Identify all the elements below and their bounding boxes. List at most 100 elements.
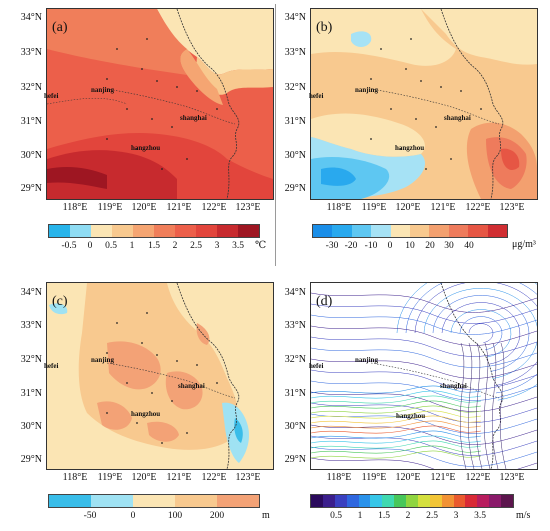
- station-dot: [171, 126, 173, 128]
- station-dot: [420, 80, 422, 82]
- streamline: [311, 410, 482, 419]
- colorbar-segment: [133, 495, 175, 507]
- city-label-nanjing: nanjing: [91, 356, 114, 364]
- streamline: [468, 323, 494, 343]
- city-label-shanghai: shanghai: [178, 382, 205, 390]
- lon-label-119: 119°E: [97, 472, 123, 483]
- streamline: [311, 415, 482, 424]
- colorbar-d-tick: 0.5: [330, 511, 342, 521]
- streamline: [311, 425, 482, 434]
- station-dot: [106, 412, 108, 414]
- colorbar-segment: [501, 495, 513, 507]
- station-dot: [480, 108, 482, 110]
- panel-a-label: (a): [52, 20, 68, 35]
- map-c-frame: [46, 282, 274, 470]
- lat-label-34: 34°N: [20, 12, 42, 23]
- lon-label-118: 118°E: [62, 202, 88, 213]
- lat-label-30: 30°N: [284, 421, 306, 432]
- city-label-shanghai: shanghai: [180, 114, 207, 122]
- colorbar-a-tick: 2: [172, 241, 178, 251]
- lon-label-123: 123°E: [499, 202, 525, 213]
- station-dot: [415, 118, 417, 120]
- lat-label-30: 30°N: [20, 421, 42, 432]
- streamline: [311, 405, 482, 414]
- colorbar-segment: [371, 225, 391, 237]
- station-dot: [176, 360, 178, 362]
- colorbar-b-tick: -10: [364, 241, 378, 251]
- colorbar-segment: [429, 225, 449, 237]
- station-dot: [146, 312, 148, 314]
- colorbar-segment: [358, 495, 371, 507]
- colorbar-d-tick: 3: [453, 511, 459, 521]
- colorbar-segment: [154, 225, 175, 237]
- colorbar-a-tick: 0.5: [105, 241, 117, 251]
- lat-label-34: 34°N: [284, 12, 306, 23]
- colorbar-segment: [468, 225, 488, 237]
- city-label-nanjing: nanjing: [355, 86, 378, 94]
- colorbar-a-tick: 3.5: [232, 241, 244, 251]
- lon-label-123: 123°E: [235, 472, 261, 483]
- lat-label-33: 33°N: [284, 47, 306, 58]
- station-dot: [116, 48, 118, 50]
- station-dot: [370, 78, 372, 80]
- station-dot: [370, 138, 372, 140]
- panel-b-label: (b): [316, 20, 333, 35]
- station-dot: [156, 80, 158, 82]
- station-dot: [171, 400, 173, 402]
- colorbar-d-tick: 2: [405, 511, 411, 521]
- colorbar-segment: [390, 225, 411, 237]
- colorbar-segment: [334, 495, 347, 507]
- streamline: [311, 292, 537, 313]
- streamline: [311, 314, 537, 335]
- colorbar-segment: [175, 495, 217, 507]
- station-dot: [161, 168, 163, 170]
- station-dot: [440, 86, 442, 88]
- station-dot: [410, 38, 412, 40]
- lon-label-121: 121°E: [430, 472, 456, 483]
- colorbar-segment: [322, 495, 335, 507]
- colorbar-d-tick: 1.5: [378, 511, 390, 521]
- streamline: [311, 445, 482, 454]
- colorbar-d-tick: 3.5: [474, 511, 486, 521]
- lon-label-123: 123°E: [235, 202, 261, 213]
- colorbar-a-tick: 0: [87, 241, 93, 251]
- lon-label-123: 123°E: [499, 472, 525, 483]
- colorbar-segment: [313, 225, 333, 237]
- streamline: [311, 385, 482, 394]
- lon-label-119: 119°E: [361, 472, 387, 483]
- city-label-hangzhou: hangzhou: [131, 410, 161, 418]
- colorbar-segment: [217, 495, 259, 507]
- colorbar-segment: [217, 225, 238, 237]
- station-dot: [156, 354, 158, 356]
- streamline: [450, 309, 512, 358]
- lat-label-32: 32°N: [284, 82, 306, 93]
- streamline: [484, 342, 491, 469]
- lat-label-31: 31°N: [20, 388, 42, 399]
- lon-label-121: 121°E: [166, 472, 192, 483]
- colorbar-segment: [175, 225, 196, 237]
- streamline: [311, 450, 482, 459]
- colorbar-segment: [91, 225, 112, 237]
- lon-label-120: 120°E: [395, 472, 421, 483]
- streamline: [311, 391, 537, 412]
- colorbar-b-tick: 30: [444, 241, 454, 251]
- station-dot: [460, 90, 462, 92]
- station-dot: [196, 364, 198, 366]
- lat-label-33: 33°N: [20, 47, 42, 58]
- city-label-hangzhou: hangzhou: [396, 412, 426, 420]
- lat-label-31: 31°N: [20, 116, 42, 127]
- colorbar-a: [48, 224, 260, 238]
- colorbar-a-unit: ℃: [255, 240, 267, 251]
- lat-label-30: 30°N: [20, 150, 42, 161]
- station-dot: [106, 138, 108, 140]
- station-dot: [106, 78, 108, 80]
- colorbar-segment: [49, 225, 70, 237]
- station-dot: [151, 392, 153, 394]
- colorbar-segment: [441, 495, 454, 507]
- colorbar-segment: [196, 225, 217, 237]
- station-dot: [216, 382, 218, 384]
- colorbar-a-tick: 3: [214, 241, 220, 251]
- colorbar-segment: [417, 495, 430, 507]
- streamline: [468, 342, 475, 469]
- station-dot: [136, 148, 138, 150]
